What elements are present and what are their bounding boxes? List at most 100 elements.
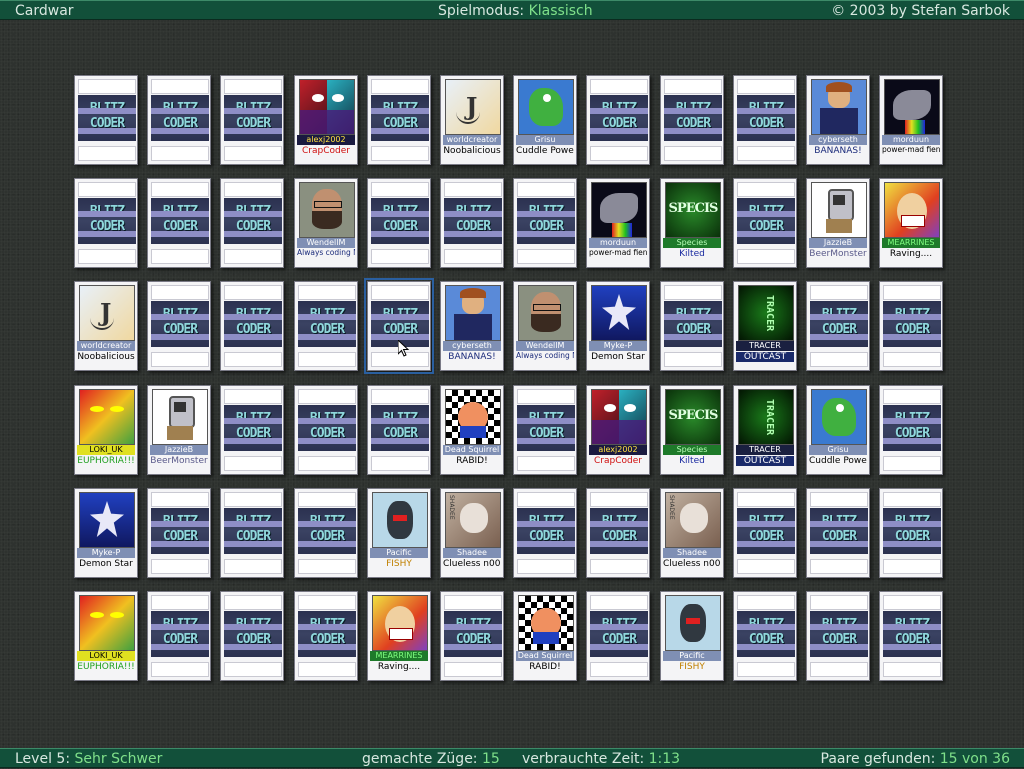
- fish-robot-icon: [372, 492, 428, 548]
- card-top-panel: [371, 389, 429, 404]
- card-face-down[interactable]: BLITZCODER: [364, 278, 434, 374]
- card-face-down[interactable]: BLITZCODER: [879, 591, 943, 681]
- card-face-up-deadsquirrel[interactable]: Dead Squirrel RABID!: [440, 385, 504, 475]
- card-face-down[interactable]: BLITZCODER: [660, 75, 724, 165]
- card-stripe: [737, 624, 795, 630]
- card-tagline: Always coding Never finishing: [516, 352, 574, 360]
- card-stripe: [590, 521, 648, 527]
- card-face-up-mykep[interactable]: Myke-P Demon Star: [74, 488, 138, 578]
- card-face-up-mearrines[interactable]: MEARRINES Raving....: [879, 178, 943, 268]
- card-face-up-lokiuk[interactable]: LOKI_UK EUPHORIA!!!: [74, 385, 138, 475]
- card-face-down[interactable]: BLITZCODER: [879, 385, 943, 475]
- card-face-down[interactable]: BLITZCODER: [879, 281, 943, 371]
- card-stripe: [224, 418, 282, 424]
- card-face-down[interactable]: BLITZCODER: [806, 281, 870, 371]
- card-face-down[interactable]: BLITZCODER: [147, 178, 211, 268]
- blitzcoder-logo-icon: BLITZCODER: [371, 301, 429, 347]
- card-stripe: [810, 541, 868, 547]
- card-face-up-pacific[interactable]: Pacific FISHY: [660, 591, 724, 681]
- card-face-up-mykep[interactable]: Myke-P Demon Star: [586, 281, 650, 371]
- card-face-down[interactable]: BLITZCODER: [220, 75, 284, 165]
- card-face-down[interactable]: BLITZCODER: [294, 281, 358, 371]
- card-face-down[interactable]: BLITZCODER: [733, 591, 797, 681]
- card-face-up-jazzieb[interactable]: JazzieB BeerMonster: [147, 385, 211, 475]
- card-face-down[interactable]: BLITZCODER: [220, 591, 284, 681]
- card-face-up-pacific[interactable]: Pacific FISHY: [367, 488, 431, 578]
- card-face-up-shadee[interactable]: SHADEE Shadee Clueless n00b: [440, 488, 504, 578]
- card-nickname: Shadee: [443, 548, 501, 558]
- card-face-down[interactable]: BLITZCODER: [220, 385, 284, 475]
- card-face-up-morduun[interactable]: morduun power-mad fiend: [586, 178, 650, 268]
- card-tagline: EUPHORIA!!!: [77, 456, 135, 466]
- card-face-down[interactable]: BLITZCODER: [440, 591, 504, 681]
- card-face-up-cybersethi[interactable]: cyberseth BANANAS!: [440, 281, 504, 371]
- species-logo-icon: SPECIS: [665, 182, 721, 238]
- card-face-up-jazzieb[interactable]: JazzieB BeerMonster: [806, 178, 870, 268]
- card-face-down[interactable]: BLITZCODER: [513, 385, 577, 475]
- card-face-down[interactable]: BLITZCODER: [513, 178, 577, 268]
- card-bottom-panel: [664, 352, 722, 367]
- card-face-down[interactable]: BLITZCODER: [586, 591, 650, 681]
- card-face-down[interactable]: BLITZCODER: [220, 178, 284, 268]
- card-face-up-shadee[interactable]: SHADEE Shadee Clueless n00b: [660, 488, 724, 578]
- card-face-down[interactable]: BLITZCODER: [294, 591, 358, 681]
- card-face-down[interactable]: BLITZCODER: [147, 75, 211, 165]
- card-bottom-panel: [590, 662, 648, 677]
- card-stripe: [298, 314, 356, 320]
- card-face-up-grisu[interactable]: Grisu Cuddle Power: [806, 385, 870, 475]
- card-stripe: [737, 231, 795, 237]
- card-face-up-alexj2002[interactable]: alexj2002 CrapCoder: [586, 385, 650, 475]
- card-face-down[interactable]: BLITZCODER: [440, 178, 504, 268]
- card-face-down[interactable]: BLITZCODER: [74, 75, 138, 165]
- card-top-panel: [298, 389, 356, 404]
- card-face-up-deadsquirrel[interactable]: Dead Squirrel RABID!: [513, 591, 577, 681]
- card-face-down[interactable]: BLITZCODER: [220, 281, 284, 371]
- card-face-up-cybersethi[interactable]: cyberseth BANANAS!: [806, 75, 870, 165]
- card-face-up-species[interactable]: SPECIS Species Kilted: [660, 385, 724, 475]
- card-bottom-panel: [224, 352, 282, 367]
- card-face-down[interactable]: BLITZCODER: [733, 75, 797, 165]
- card-tagline: Raving....: [377, 662, 421, 672]
- card-face-down[interactable]: BLITZCODER: [147, 488, 211, 578]
- card-face-down[interactable]: BLITZCODER: [733, 178, 797, 268]
- card-face-up-morduun[interactable]: morduun power-mad fiend: [879, 75, 943, 165]
- card-top-panel: [590, 492, 648, 507]
- card-face-down[interactable]: BLITZCODER: [513, 488, 577, 578]
- card-face-down[interactable]: BLITZCODER: [367, 75, 431, 165]
- card-face-up-alexj2002[interactable]: alexj2002 CrapCoder: [294, 75, 358, 165]
- card-face-down[interactable]: BLITZCODER: [294, 488, 358, 578]
- card-stripe: [883, 438, 941, 444]
- card-face-up-lokiuk[interactable]: LOKI_UK EUPHORIA!!!: [74, 591, 138, 681]
- card-stripe: [883, 418, 941, 424]
- card-face-down[interactable]: BLITZCODER: [74, 178, 138, 268]
- card-back-line2: CODER: [235, 219, 271, 234]
- card-face-down[interactable]: BLITZCODER: [367, 385, 431, 475]
- card-face-down[interactable]: BLITZCODER: [879, 488, 943, 578]
- card-face-down[interactable]: BLITZCODER: [660, 281, 724, 371]
- card-nickname: Shadee: [663, 548, 721, 558]
- card-stripe: [224, 314, 282, 320]
- card-tagline: OUTCAST: [736, 456, 794, 466]
- card-face-down[interactable]: BLITZCODER: [806, 488, 870, 578]
- card-face-down[interactable]: BLITZCODER: [147, 591, 211, 681]
- card-back-line2: CODER: [309, 426, 345, 441]
- card-face-down[interactable]: BLITZCODER: [586, 75, 650, 165]
- card-face-up-tracer[interactable]: TRACER TRACER OUTCAST: [733, 385, 797, 475]
- card-face-down[interactable]: BLITZCODER: [367, 178, 431, 268]
- card-face-up-mearrines[interactable]: MEARRINES Raving....: [367, 591, 431, 681]
- card-top-panel: [737, 492, 795, 507]
- card-face-down[interactable]: BLITZCODER: [733, 488, 797, 578]
- card-face-down[interactable]: BLITZCODER: [806, 591, 870, 681]
- card-face-down[interactable]: BLITZCODER: [294, 385, 358, 475]
- card-face-down[interactable]: BLITZCODER: [220, 488, 284, 578]
- card-face-up-tracer[interactable]: TRACER TRACER OUTCAST: [733, 281, 797, 371]
- card-back-line2: CODER: [528, 529, 564, 544]
- card-face-down[interactable]: BLITZCODER: [147, 281, 211, 371]
- card-face-down[interactable]: BLITZCODER: [586, 488, 650, 578]
- card-face-up-species[interactable]: SPECIS Species Kilted: [660, 178, 724, 268]
- card-face-up-grisu[interactable]: Grisu Cuddle Power: [513, 75, 577, 165]
